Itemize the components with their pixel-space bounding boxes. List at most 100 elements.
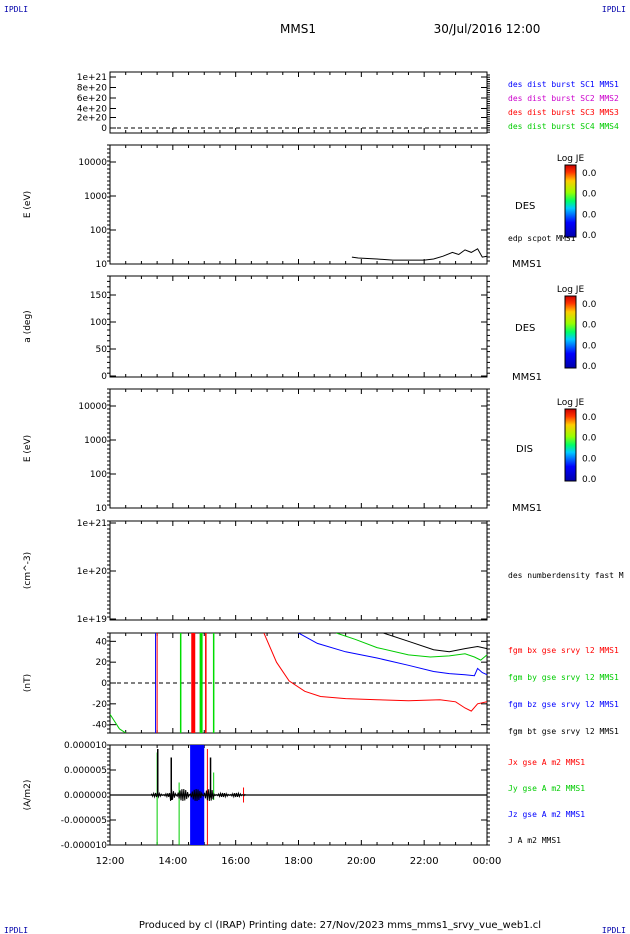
colorbar-tick-label: 0.0 xyxy=(582,300,597,310)
density-tick-label: 1e+19 xyxy=(77,615,108,625)
des-pitch-tick-label: 100 xyxy=(90,318,107,328)
colorbar-tick-label: 0.0 xyxy=(582,434,597,444)
colorbar-title: Log JE xyxy=(557,285,585,295)
des-pitch-tick-label: 50 xyxy=(96,345,108,355)
colorbar xyxy=(564,408,577,482)
current-series-group xyxy=(150,745,246,845)
current-legend-label: Jx gse A m2 MMS1 xyxy=(508,758,585,767)
corner-label-top-right: IPDLI xyxy=(602,5,626,14)
current-tick-label: -0.000005 xyxy=(61,816,107,826)
dis-energy-tick-label: 1000 xyxy=(84,436,107,446)
dis-energy-tick-label: 10000 xyxy=(78,402,107,412)
panel-burst-frame xyxy=(109,71,488,134)
fgm-legend-label: fgm bz gse srvy l2 MMS1 xyxy=(508,700,619,709)
dis-energy-tick-label: 100 xyxy=(90,470,107,480)
current-j-noise xyxy=(150,788,246,802)
colorbar-tick-label: 0.0 xyxy=(582,454,597,464)
burst-legend-label: des dist burst SC3 MMS3 xyxy=(508,108,619,117)
current-legend-label: J A m2 MMS1 xyxy=(508,836,561,845)
des-energy-right-label: DES xyxy=(515,201,535,212)
current-tick-label: 0.000000 xyxy=(64,791,107,801)
fgm-legend-label: fgm by gse srvy l2 MMS1 xyxy=(508,673,619,682)
fgm-tick-label: 20 xyxy=(96,658,108,668)
plot-title: MMS1 xyxy=(280,22,316,36)
dis-energy-sc-label: MMS1 xyxy=(512,503,542,514)
current-tick-label: -0.000010 xyxy=(61,841,107,851)
des-energy-ylabel: E (eV) xyxy=(23,191,33,218)
current-tick-label: 0.000010 xyxy=(64,741,107,751)
fgm-series-line xyxy=(298,633,487,677)
dis-energy-tick-label: 10 xyxy=(96,504,108,514)
des-pitch-tick-label: 150 xyxy=(90,291,107,301)
current-legend-label: Jy gse A m2 MMS1 xyxy=(508,784,585,793)
burst-tick-label: 4e+20 xyxy=(77,105,108,115)
des-pitch-tick-label: 0 xyxy=(101,372,107,382)
scpot-label: edp scpot MMS1 xyxy=(508,234,576,243)
colorbar-tick-label: 0.0 xyxy=(582,413,597,423)
colorbar-tick-label: 0.0 xyxy=(582,362,597,372)
fgm-tick-label: 40 xyxy=(96,637,108,647)
current-legend-label: Jz gse A m2 MMS1 xyxy=(508,810,585,819)
fgm-series-line xyxy=(383,633,487,653)
colorbar-title: Log JE xyxy=(557,398,585,408)
colorbar xyxy=(564,164,577,238)
des-energy-sc-label: MMS1 xyxy=(512,259,542,270)
current-tick-label: 0.000005 xyxy=(64,766,107,776)
x-tick-label: 22:00 xyxy=(410,856,439,867)
x-tick-label: 16:00 xyxy=(221,856,250,867)
panel-dis-energy-frame xyxy=(109,388,488,509)
current-ylabel: (A/m2) xyxy=(23,780,33,811)
density-tick-label: 1e+21 xyxy=(77,519,107,529)
burst-tick-label: 0 xyxy=(101,124,107,134)
x-tick-label: 14:00 xyxy=(158,856,187,867)
corner-label-bottom-right: IPDLI xyxy=(602,926,626,934)
panel-des-pitch-frame xyxy=(109,275,488,378)
des-energy-tick-label: 10000 xyxy=(78,158,107,168)
colorbar-title: Log JE xyxy=(557,154,585,164)
dis-energy-right-label: DIS xyxy=(516,444,533,455)
x-tick-label: 00:00 xyxy=(473,856,502,867)
fgm-tick-label: -40 xyxy=(92,721,107,731)
scpot-line xyxy=(351,248,488,261)
x-tick-label: 20:00 xyxy=(347,856,376,867)
burst-tick-label: 2e+20 xyxy=(77,114,108,124)
corner-label-bottom-left: IPDLI xyxy=(4,926,28,934)
colorbar-tick-label: 0.0 xyxy=(582,341,597,351)
density-legend-label: des numberdensity fast M xyxy=(508,571,624,580)
colorbar-tick-label: 0.0 xyxy=(582,475,597,485)
fgm-series-group xyxy=(110,633,487,733)
des-energy-tick-label: 100 xyxy=(90,226,107,236)
dis-energy-ylabel: E (eV) xyxy=(23,435,33,462)
burst-legend-label: des dist burst SC2 MMS2 xyxy=(508,94,619,103)
panel-density-frame xyxy=(109,520,488,621)
colorbar-tick-label: 0.0 xyxy=(582,231,597,241)
des-pitch-right-label: DES xyxy=(515,323,535,334)
fgm-legend-label: fgm bx gse srvy l2 MMS1 xyxy=(508,646,619,655)
burst-legend-label: des dist burst SC1 MMS1 xyxy=(508,80,619,89)
des-pitch-ylabel: a (deg) xyxy=(23,310,33,342)
fgm-legend-label: fgm bt gse srvy l2 MMS1 xyxy=(508,727,619,736)
corner-label-top-left: IPDLI xyxy=(4,5,28,14)
burst-tick-label: 1e+21 xyxy=(77,73,107,83)
colorbar-tick-label: 0.0 xyxy=(582,321,597,331)
des-pitch-sc-label: MMS1 xyxy=(512,372,542,383)
x-tick-label: 12:00 xyxy=(96,856,125,867)
fgm-tick-label: -20 xyxy=(92,700,107,710)
fgm-ylabel: (nT) xyxy=(23,674,33,692)
fgm-series-line xyxy=(336,633,487,661)
density-ylabel: (cm^-3) xyxy=(23,552,33,589)
colorbar-tick-label: 0.0 xyxy=(582,210,597,220)
density-tick-label: 1e+20 xyxy=(77,567,108,577)
des-energy-tick-label: 1000 xyxy=(84,192,107,202)
footer-credits: Produced by cl (IRAP) Printing date: 27/… xyxy=(139,920,541,931)
burst-tick-label: 6e+20 xyxy=(77,94,108,104)
fgm-tick-label: 0 xyxy=(101,679,107,689)
fgm-by-early xyxy=(110,713,126,733)
burst-tick-label: 8e+20 xyxy=(77,84,108,94)
fgm-series-line xyxy=(263,633,487,712)
colorbar-tick-label: 0.0 xyxy=(582,169,597,179)
x-tick-label: 18:00 xyxy=(284,856,313,867)
des-energy-tick-label: 10 xyxy=(96,260,108,270)
panel-des-energy-frame xyxy=(109,144,488,265)
